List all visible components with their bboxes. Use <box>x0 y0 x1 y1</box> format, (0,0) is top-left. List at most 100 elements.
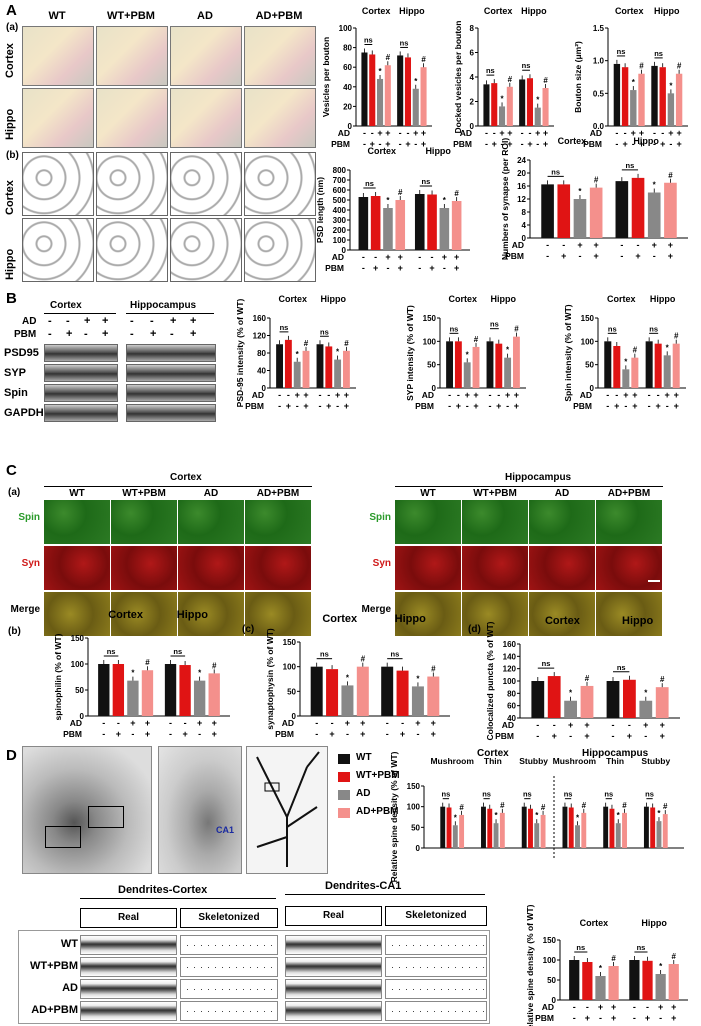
pbm-sign: - <box>501 139 504 149</box>
y-tick-label: 150 <box>543 936 557 945</box>
panel-a-label: A <box>6 2 17 19</box>
fluor-image <box>395 592 461 636</box>
pbm-sign: - <box>448 401 451 411</box>
ad-sign: + <box>514 390 519 400</box>
hippocampus-overview-image <box>22 746 152 874</box>
sig-hash: # <box>431 665 436 674</box>
blot-region-hippocampus: Hippocampus <box>130 300 197 311</box>
pbm-sign: + <box>639 139 644 149</box>
pbm-sign: - <box>386 263 389 273</box>
sig-star: * <box>346 673 350 682</box>
pbm-sign: - <box>379 139 382 149</box>
ad-sign: - <box>521 128 524 138</box>
y-tick-label: 200 <box>333 226 347 235</box>
bar <box>439 208 450 250</box>
sig-hash: # <box>594 176 599 185</box>
ad-row-label: AD <box>590 128 602 138</box>
ad-sign: - <box>488 390 491 400</box>
sig-hash: # <box>212 661 217 670</box>
blot-ad-sign: + <box>84 315 91 327</box>
y-tick-label: 100 <box>543 956 557 965</box>
pbm-sign: + <box>561 251 566 261</box>
fluor-image <box>462 592 528 636</box>
dendrite-row-label: WT <box>60 938 78 950</box>
sig-star: * <box>657 809 661 818</box>
fluor-image <box>44 592 110 636</box>
bar <box>112 664 125 716</box>
bar <box>316 344 324 388</box>
sig-star: * <box>198 669 202 678</box>
ad-row-label: AD <box>580 390 592 400</box>
dendrite-real-cortex <box>80 1001 177 1021</box>
ad-sign: + <box>507 128 512 138</box>
c-row-label: Spin <box>369 512 391 523</box>
region-title: Cortex <box>279 294 308 304</box>
bar <box>487 808 493 848</box>
pbm-sign: + <box>614 401 619 411</box>
sig-ns: ns <box>617 47 626 56</box>
bar <box>499 812 505 848</box>
pbm-row-label: PBM <box>453 139 472 149</box>
bar <box>573 199 587 238</box>
region-title: Hippo <box>650 294 676 304</box>
pbm-sign: + <box>671 1013 676 1023</box>
sig-ns: ns <box>604 790 613 799</box>
ad-sign: - <box>315 718 318 728</box>
legend-label: WT <box>356 752 372 763</box>
sig-star: * <box>599 964 603 973</box>
pbm-sign: + <box>611 1013 616 1023</box>
fluor-image <box>245 500 311 544</box>
c-group-label: WT <box>69 488 85 499</box>
ad-sign: - <box>287 390 290 400</box>
golgi-image <box>22 218 94 282</box>
ad-sign: + <box>594 240 599 250</box>
fluor-image <box>395 500 461 544</box>
y-tick-label: 0.0 <box>593 122 605 131</box>
bar <box>531 681 545 718</box>
bar <box>569 960 580 1000</box>
pbm-sign: - <box>633 1013 636 1023</box>
golgi-image <box>96 218 168 282</box>
y-tick-label: 0 <box>80 712 85 721</box>
y-tick-label: 150 <box>283 638 297 647</box>
dendrite-row-label: WT+PBM <box>30 960 78 972</box>
bar <box>396 670 409 716</box>
pbm-sign: - <box>599 1013 602 1023</box>
sig-star: * <box>653 181 657 190</box>
chart-Cb: 0 50 100 150 spinophilin (% of WT) Cortex ns * #… <box>53 609 230 739</box>
golgi-image <box>96 152 168 216</box>
bar <box>486 341 494 388</box>
blot-band-hippo <box>126 344 216 362</box>
bar <box>512 336 520 388</box>
ad-sign: - <box>448 390 451 400</box>
pbm-sign: + <box>116 729 121 739</box>
bar <box>127 680 139 716</box>
blot-ad-sign: + <box>190 315 197 327</box>
sig-ns: ns <box>523 790 532 799</box>
ad-sign: + <box>632 390 637 400</box>
bar <box>564 700 577 718</box>
fluor-image <box>529 546 595 590</box>
bar <box>621 67 629 126</box>
blot-band-cortex <box>44 344 118 362</box>
bar <box>528 808 533 848</box>
pbm-sign: + <box>326 401 331 411</box>
y-axis-label: Bouton size (μm²) <box>573 41 583 113</box>
panel-c-sub-b: (b) <box>8 626 21 637</box>
pbm-sign: - <box>443 263 446 273</box>
ad-sign: + <box>658 1002 663 1012</box>
ad-sign: - <box>401 718 404 728</box>
em-image <box>96 26 168 86</box>
sig-star: * <box>466 350 470 359</box>
fluor-image <box>178 592 244 636</box>
legend-swatch <box>338 808 350 818</box>
blot-ad-sign: - <box>150 315 154 327</box>
sig-hash: # <box>386 53 391 62</box>
pbm-sign: + <box>660 139 665 149</box>
blot-band-hippo <box>126 364 216 382</box>
bar <box>356 666 369 716</box>
em-image <box>244 26 316 86</box>
group-label-0: WT <box>48 10 66 22</box>
region-title: Hippo <box>521 6 547 16</box>
